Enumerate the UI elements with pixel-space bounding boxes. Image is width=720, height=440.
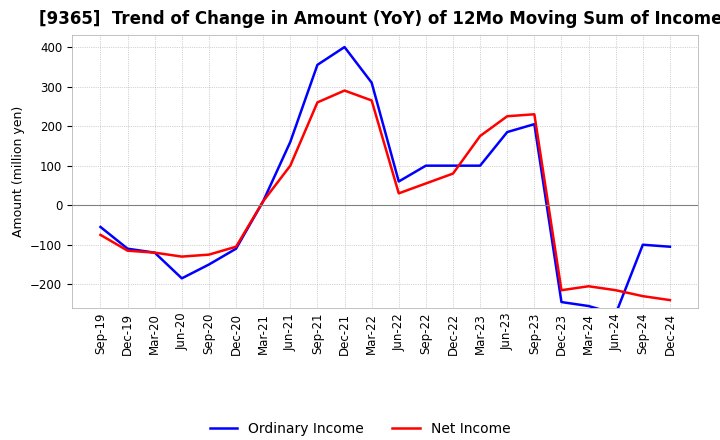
Ordinary Income	[476, 163, 485, 169]
Ordinary Income	[639, 242, 647, 247]
Net Income	[341, 88, 349, 93]
Net Income	[584, 284, 593, 289]
Ordinary Income	[395, 179, 403, 184]
Ordinary Income	[341, 44, 349, 50]
Net Income	[639, 293, 647, 299]
Ordinary Income	[367, 80, 376, 85]
Ordinary Income	[557, 300, 566, 305]
Legend: Ordinary Income, Net Income: Ordinary Income, Net Income	[204, 417, 516, 440]
Net Income	[96, 232, 105, 238]
Ordinary Income	[449, 163, 457, 169]
Ordinary Income	[665, 244, 674, 249]
Ordinary Income	[421, 163, 430, 169]
Net Income	[476, 133, 485, 139]
Net Income	[367, 98, 376, 103]
Net Income	[557, 288, 566, 293]
Net Income	[611, 288, 620, 293]
Ordinary Income	[178, 276, 186, 281]
Net Income	[123, 248, 132, 253]
Net Income	[313, 100, 322, 105]
Net Income	[449, 171, 457, 176]
Ordinary Income	[611, 311, 620, 316]
Y-axis label: Amount (million yen): Amount (million yen)	[12, 106, 24, 237]
Net Income	[286, 163, 294, 169]
Title: [9365]  Trend of Change in Amount (YoY) of 12Mo Moving Sum of Incomes: [9365] Trend of Change in Amount (YoY) o…	[38, 10, 720, 28]
Ordinary Income	[96, 224, 105, 230]
Net Income	[395, 191, 403, 196]
Line: Ordinary Income: Ordinary Income	[101, 47, 670, 314]
Net Income	[421, 181, 430, 186]
Net Income	[232, 244, 240, 249]
Ordinary Income	[232, 246, 240, 251]
Ordinary Income	[204, 262, 213, 267]
Net Income	[530, 112, 539, 117]
Ordinary Income	[503, 129, 511, 135]
Ordinary Income	[530, 121, 539, 127]
Ordinary Income	[584, 304, 593, 309]
Net Income	[665, 297, 674, 303]
Ordinary Income	[150, 250, 159, 255]
Ordinary Income	[259, 198, 268, 204]
Ordinary Income	[286, 139, 294, 145]
Net Income	[204, 252, 213, 257]
Net Income	[150, 250, 159, 255]
Net Income	[259, 198, 268, 204]
Net Income	[178, 254, 186, 259]
Line: Net Income: Net Income	[101, 91, 670, 300]
Net Income	[503, 114, 511, 119]
Ordinary Income	[313, 62, 322, 67]
Ordinary Income	[123, 246, 132, 251]
